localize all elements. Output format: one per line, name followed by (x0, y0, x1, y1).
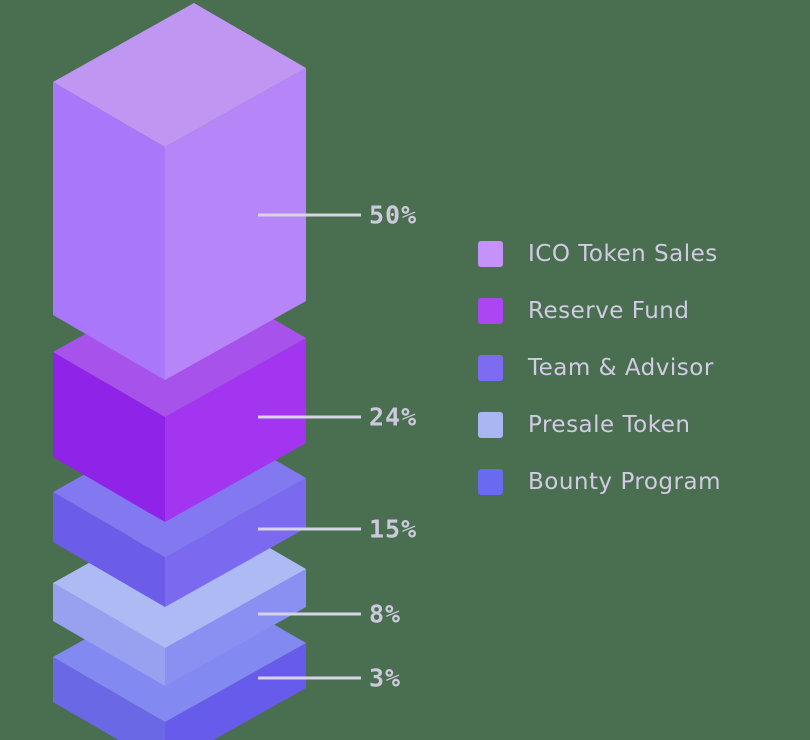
legend-swatch (478, 298, 503, 324)
block-ico-token-sales-left-face (53, 82, 165, 380)
legend-item: Presale Token (478, 412, 721, 438)
legend-label: ICO Token Sales (528, 241, 718, 267)
legend-swatch (478, 469, 503, 495)
legend-label: Presale Token (528, 412, 691, 438)
pct-label: 15% (369, 514, 418, 544)
pct-label: 24% (369, 402, 418, 432)
block-reserve-fund-left-face (53, 352, 165, 522)
legend-swatch (478, 355, 503, 381)
pct-label: 8% (369, 599, 402, 629)
legend-label: Bounty Program (528, 469, 721, 495)
block-ico-token-sales-right-face (165, 68, 306, 380)
block-ico-token-sales-top-face (53, 3, 306, 147)
block-team-advisor-right-face (165, 478, 306, 607)
legend-swatch (478, 241, 503, 267)
legend: ICO Token Sales Reserve Fund Team & Adviso… (478, 241, 721, 526)
legend-item: ICO Token Sales (478, 241, 721, 267)
block-presale-token-left-face (53, 583, 165, 686)
legend-item: Team & Advisor (478, 355, 721, 381)
legend-swatch (478, 412, 503, 438)
block-bounty-program-left-face (53, 657, 165, 740)
block-bounty-program-right-face (165, 643, 306, 740)
legend-label: Team & Advisor (528, 355, 714, 381)
pct-label: 3% (369, 663, 402, 693)
pct-label: 50% (369, 200, 418, 230)
legend-item: Bounty Program (478, 469, 721, 495)
legend-label: Reserve Fund (528, 298, 690, 324)
block-team-advisor-left-face (53, 492, 165, 607)
block-presale-token-right-face (165, 569, 306, 686)
legend-item: Reserve Fund (478, 298, 721, 324)
block-reserve-fund-right-face (165, 338, 306, 522)
